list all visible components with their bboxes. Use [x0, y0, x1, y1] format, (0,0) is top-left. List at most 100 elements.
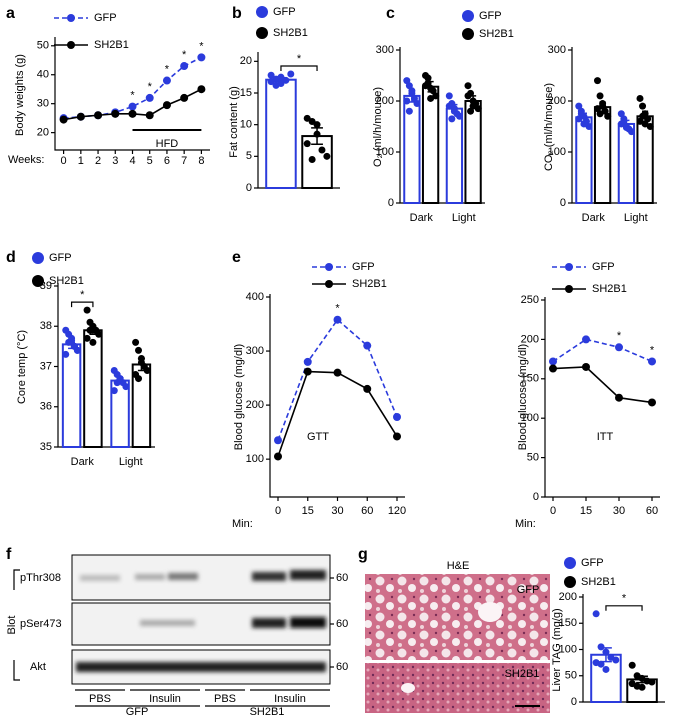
- x-tick-label: 15: [302, 505, 314, 517]
- data-point: [464, 92, 472, 100]
- y-tick-label: 15: [240, 87, 252, 99]
- data-point: [86, 326, 94, 334]
- y-tick-label: 150: [521, 373, 539, 385]
- legend-marker: [564, 576, 576, 588]
- data-point: [622, 124, 630, 132]
- y-tick-label: 50: [565, 670, 577, 682]
- y-tick-label: 300: [246, 345, 264, 357]
- data-point: [549, 364, 557, 373]
- data-point: [162, 76, 171, 85]
- x-axis-label: Weeks:: [8, 154, 44, 166]
- significance: *: [335, 303, 340, 315]
- legend-marker: [256, 27, 268, 39]
- y-tick-label: 100: [521, 412, 539, 424]
- data-point: [277, 73, 285, 81]
- data-point: [76, 112, 85, 121]
- x-tick-label: 15: [580, 505, 592, 517]
- legend-label: GFP: [592, 261, 615, 273]
- blot-row-label: Akt: [30, 661, 46, 673]
- legend-label: SH2B1: [592, 283, 627, 295]
- legend-label: GFP: [49, 252, 72, 264]
- data-point: [577, 110, 585, 118]
- data-point: [94, 111, 103, 120]
- data-point: [405, 107, 413, 115]
- significance: *: [297, 53, 302, 65]
- significance: *: [130, 89, 135, 101]
- legend-marker: [564, 557, 576, 569]
- legend-marker: [325, 280, 333, 288]
- x-tick-label: 6: [164, 155, 170, 167]
- data-point: [422, 82, 429, 90]
- bar: [61, 343, 82, 448]
- data-point: [323, 152, 331, 160]
- legend-label: SH2B1: [352, 278, 387, 290]
- vessel: [478, 602, 502, 622]
- data-point: [363, 384, 372, 393]
- data-point: [612, 656, 620, 664]
- data-point: [303, 357, 312, 366]
- y-tick-label: 0: [533, 491, 539, 503]
- data-point: [89, 338, 97, 346]
- x-tick-label: 2: [95, 155, 101, 167]
- y-axis-label: Core temp (°C): [16, 330, 28, 404]
- bar: [593, 106, 612, 204]
- legend-label: SH2B1: [479, 28, 514, 40]
- y-tick-label: 150: [559, 617, 577, 629]
- significance: *: [80, 289, 85, 301]
- significance: *: [199, 40, 204, 52]
- histology: H&E GFP SH2B1: [365, 560, 550, 713]
- x-tick-label: 7: [181, 155, 187, 167]
- data-point: [594, 77, 601, 85]
- data-point: [615, 343, 623, 352]
- data-point: [597, 643, 605, 651]
- y-tick-label: 40: [37, 69, 49, 81]
- axes: [544, 297, 660, 498]
- legend-label: GFP: [352, 261, 375, 273]
- data-point: [648, 357, 656, 366]
- data-point: [427, 94, 435, 102]
- x-tick-label: 1: [78, 155, 84, 167]
- data-point: [145, 93, 154, 102]
- data-point: [197, 85, 206, 94]
- data-point: [597, 660, 605, 668]
- data-point: [83, 334, 91, 342]
- data-point: [596, 92, 604, 100]
- treatment-label: PBS: [89, 693, 111, 705]
- blot-row-label: pThr308: [20, 572, 61, 584]
- significance: *: [182, 49, 187, 61]
- y-axis-label: Fat content (g): [228, 86, 240, 158]
- data-point: [456, 112, 463, 120]
- data-point: [424, 74, 432, 82]
- data-point: [580, 120, 588, 128]
- data-point: [592, 610, 600, 618]
- x-tick-label: Light: [119, 456, 143, 468]
- data-point: [445, 92, 453, 100]
- data-point: [469, 102, 477, 110]
- significance-bracket: [280, 65, 318, 71]
- stain-label: H&E: [447, 560, 470, 572]
- legend-marker: [32, 252, 44, 264]
- bar: [265, 78, 297, 189]
- panel-label: g: [358, 546, 368, 563]
- legend-label: SH2B1: [273, 27, 308, 39]
- legend-marker: [256, 6, 268, 18]
- series-line: [552, 366, 653, 404]
- data-point: [135, 375, 143, 383]
- data-point: [145, 111, 154, 120]
- y-axis-label: Blood glucose (mg/dl): [517, 344, 529, 450]
- x-tick-label: 8: [198, 155, 204, 167]
- y-tick-label: 100: [246, 453, 264, 465]
- annotation: HFD: [156, 138, 179, 150]
- y-tick-label: 400: [246, 291, 264, 303]
- data-point: [318, 146, 326, 154]
- data-point: [128, 109, 137, 118]
- legend-label: GFP: [581, 557, 604, 569]
- y-tick-label: 0: [571, 696, 577, 708]
- x-tick-label: Light: [452, 212, 476, 224]
- y-tick-label: 20: [37, 127, 49, 139]
- data-point: [413, 100, 421, 108]
- y-tick-label: 10: [240, 119, 252, 131]
- data-point: [143, 367, 151, 375]
- y-tick-label: 20: [240, 55, 252, 67]
